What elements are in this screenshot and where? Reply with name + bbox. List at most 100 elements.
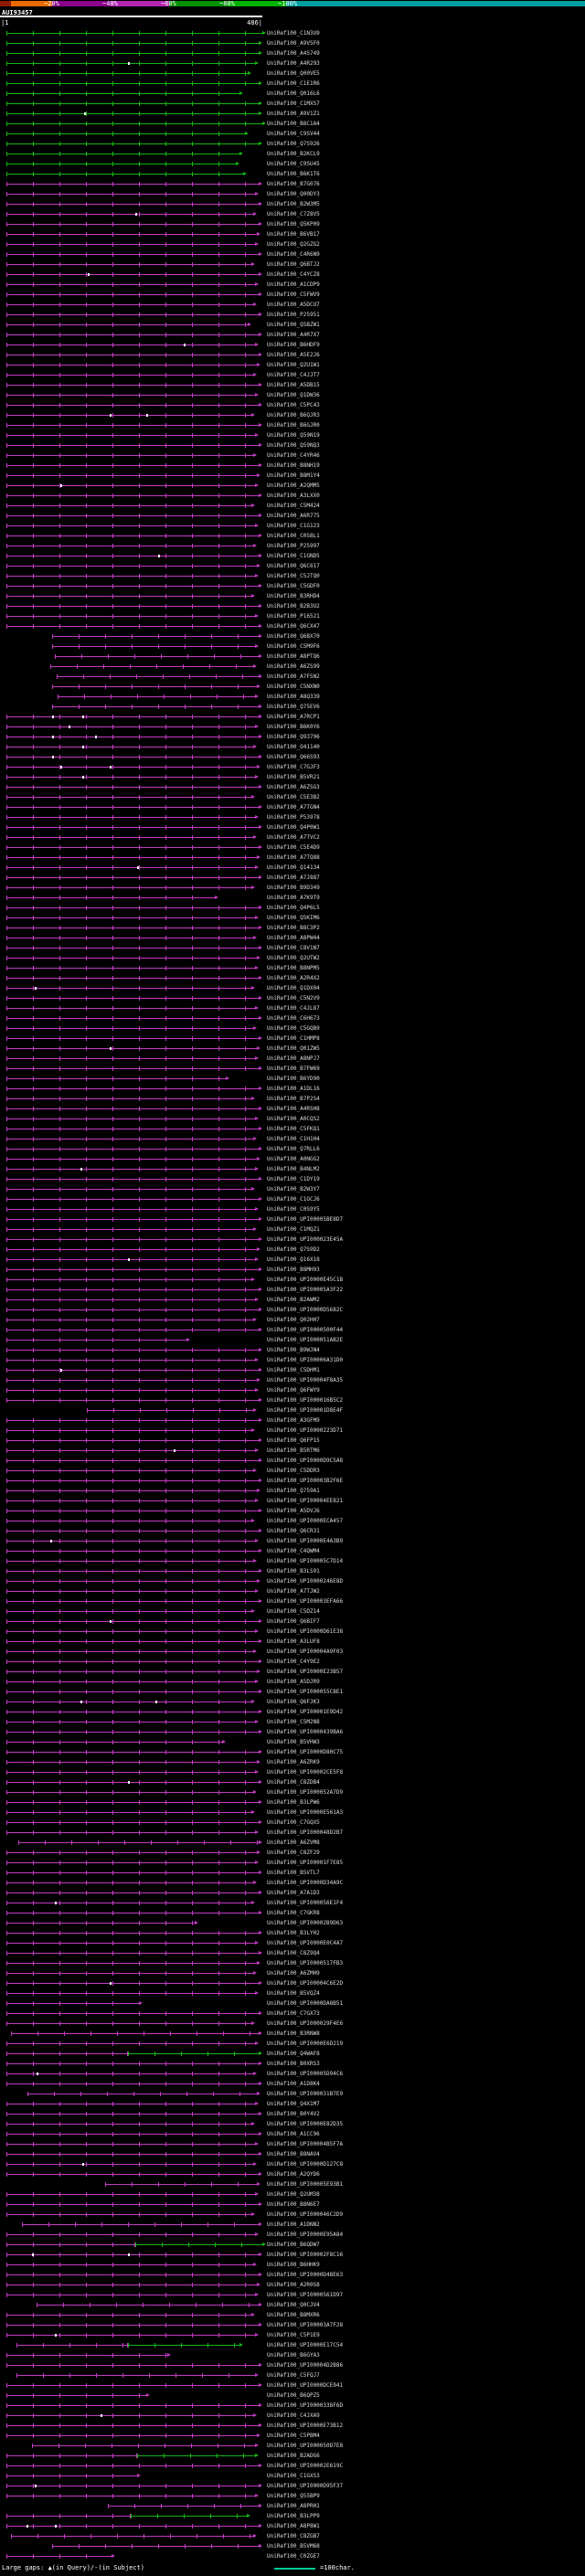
hit-label[interactable]: UniRef100_UPI00001D8E4F (267, 1407, 344, 1414)
hit-label[interactable]: UniRef100_A9V1Z1 (267, 111, 320, 117)
hit-row[interactable]: UniRef100_C5NXN0 (0, 682, 585, 692)
hit-row[interactable]: UniRef100_B2W3Y7 (0, 1184, 585, 1194)
hit-label[interactable]: UniRef100_UPI000052A7D9 (267, 1789, 344, 1796)
hit-row[interactable]: UniRef100_UPI000055C8E1 (0, 1687, 585, 1697)
hit-row[interactable]: UniRef100_C6H673 (0, 1013, 585, 1023)
hit-row[interactable]: UniRef100_B8MH93 (0, 1265, 585, 1275)
hit-label[interactable]: UniRef100_C1GND5 (267, 553, 320, 559)
hit-label[interactable]: UniRef100_A7K9T9 (267, 895, 320, 901)
hit-row[interactable]: UniRef100_A8NPJ7 (0, 1054, 585, 1064)
hit-row[interactable]: UniRef100_Q6BIF7 (0, 1617, 585, 1627)
hit-label[interactable]: UniRef100_C7GKR8 (267, 1910, 320, 1916)
hit-row[interactable]: UniRef100_A6R775 (0, 511, 585, 521)
hit-row[interactable]: UniRef100_C9SU45 (0, 159, 585, 169)
hit-label[interactable]: UniRef100_A4S749 (267, 50, 320, 57)
hit-row[interactable]: UniRef100_Q4X1M7 (0, 2099, 585, 2109)
hit-label[interactable]: UniRef100_UPI0000DA8B51 (267, 2000, 344, 2007)
hit-label[interactable]: UniRef100_B7FW69 (267, 1065, 320, 1072)
hit-row[interactable]: UniRef100_A8Q339 (0, 692, 585, 702)
hit-label[interactable]: UniRef100_C4QWM4 (267, 1548, 320, 1554)
hit-label[interactable]: UniRef100_Q7S9D2 (267, 1246, 320, 1253)
hit-label[interactable]: UniRef100_C5E4D9 (267, 844, 320, 851)
hit-label[interactable]: UniRef100_B4NLM2 (267, 1166, 320, 1172)
hit-row[interactable]: UniRef100_C5DDR3 (0, 1466, 585, 1476)
hit-label[interactable]: UniRef100_C0S8L1 (267, 533, 320, 539)
hit-label[interactable]: UniRef100_A0NGG2 (267, 1156, 320, 1162)
hit-row[interactable]: UniRef100_UPI0000500F44 (0, 1325, 585, 1335)
hit-label[interactable]: UniRef100_UPI000055C8E1 (267, 1689, 344, 1695)
hit-row[interactable]: UniRef100_C4JL87 (0, 1003, 585, 1013)
hit-row[interactable]: UniRef100_UPI00002CE5F8 (0, 1767, 585, 1777)
hit-row[interactable]: UniRef100_C1H1H4 (0, 1134, 585, 1144)
hit-label[interactable]: UniRef100_Q6FJK3 (267, 1699, 320, 1705)
hit-label[interactable]: UniRef100_A3LUF8 (267, 1638, 320, 1645)
hit-row[interactable]: UniRef100_C8Z9Q4 (0, 1948, 585, 1958)
hit-row[interactable]: UniRef100_C4QWM4 (0, 1546, 585, 1556)
hit-row[interactable]: UniRef100_C5M9F6 (0, 641, 585, 652)
hit-label[interactable]: UniRef100_C1MQZ1 (267, 1226, 320, 1233)
hit-label[interactable]: UniRef100_C7GQX5 (267, 1819, 320, 1826)
hit-label[interactable]: UniRef100_A2QYD6 (267, 2171, 320, 2178)
hit-row[interactable]: UniRef100_B3LS91 (0, 1566, 585, 1576)
hit-row[interactable]: UniRef100_B6QDW7 (0, 2240, 585, 2250)
hit-row[interactable]: UniRef100_P16521 (0, 611, 585, 621)
hit-label[interactable]: UniRef100_C4JL87 (267, 1005, 320, 1012)
hit-row[interactable]: UniRef100_A2R4X2 (0, 973, 585, 983)
hit-row[interactable]: UniRef100_B9WJN4 (0, 1345, 585, 1355)
hit-row[interactable]: UniRef100_UPI0000E95A84 (0, 2230, 585, 2240)
hit-label[interactable]: UniRef100_A7RCP1 (267, 714, 320, 720)
hit-row[interactable]: UniRef100_B3LPW6 (0, 1797, 585, 1807)
hit-row[interactable]: UniRef100_A1CC96 (0, 2129, 585, 2139)
hit-row[interactable]: UniRef100_Q6CR31 (0, 1526, 585, 1536)
hit-label[interactable]: UniRef100_C5FQJ7 (267, 2372, 320, 2379)
hit-label[interactable]: UniRef100_C5PC43 (267, 402, 320, 408)
hit-row[interactable]: UniRef100_O41140 (0, 742, 585, 752)
hit-label[interactable]: UniRef100_Q4X1M7 (267, 2101, 320, 2107)
hit-label[interactable]: UniRef100_A6ZSG3 (267, 784, 320, 790)
hit-row[interactable]: UniRef100_B7FW69 (0, 1064, 585, 1074)
hit-row[interactable]: UniRef100_B5VHW3 (0, 1737, 585, 1747)
hit-row[interactable]: UniRef100_UPI00002E619C (0, 2461, 585, 2471)
hit-row[interactable]: UniRef100_Q01ZW5 (0, 1044, 585, 1054)
hit-label[interactable]: UniRef100_A8PW44 (267, 935, 320, 941)
hit-label[interactable]: UniRef100_B6YD90 (267, 1076, 320, 1082)
hit-row[interactable]: UniRef100_A8P8W1 (0, 2521, 585, 2531)
hit-label[interactable]: UniRef100_B5VR21 (267, 774, 320, 780)
hit-label[interactable]: UniRef100_B2ADG6 (267, 2453, 320, 2459)
hit-row[interactable]: UniRef100_UPI00005A3F22 (0, 1285, 585, 1295)
hit-row[interactable]: UniRef100_C0ZGE7 (0, 2551, 585, 2561)
hit-label[interactable]: UniRef100_A1D8K4 (267, 2081, 320, 2087)
hit-label[interactable]: UniRef100_UPI0000338F6D (267, 2402, 344, 2409)
hit-row[interactable]: UniRef100_UPI0000E0C4A7 (0, 1938, 585, 1948)
hit-label[interactable]: UniRef100_B9D349 (267, 885, 320, 891)
hit-row[interactable]: UniRef100_B8C3P2 (0, 923, 585, 933)
hit-row[interactable]: UniRef100_C4Y9E2 (0, 1657, 585, 1667)
hit-row[interactable]: UniRef100_A0NGG2 (0, 1154, 585, 1164)
hit-row[interactable]: UniRef100_A0CQS2 (0, 1114, 585, 1124)
hit-label[interactable]: UniRef100_UPI00004D2B86 (267, 2362, 344, 2369)
hit-row[interactable]: UniRef100_C5PC43 (0, 400, 585, 410)
hit-label[interactable]: UniRef100_B0XRS3 (267, 2061, 320, 2067)
hit-row[interactable]: UniRef100_Q5KP09 (0, 219, 585, 229)
hit-row[interactable]: UniRef100_Q59NQ3 (0, 440, 585, 451)
hit-row[interactable]: UniRef100_A2QYD6 (0, 2169, 585, 2179)
hit-row[interactable]: UniRef100_Q0CJV4 (0, 2300, 585, 2310)
hit-row[interactable]: UniRef100_UPI0000E561A3 (0, 1807, 585, 1818)
hit-row[interactable]: UniRef100_B2ADG6 (0, 2451, 585, 2461)
hit-label[interactable]: UniRef100_A1DL16 (267, 1086, 320, 1092)
hit-label[interactable]: UniRef100_C8V1N7 (267, 945, 320, 951)
hit-label[interactable]: UniRef100_C0S9Y5 (267, 1206, 320, 1213)
hit-row[interactable]: UniRef100_A4S749 (0, 48, 585, 58)
hit-label[interactable]: UniRef100_Q6C617 (267, 563, 320, 569)
hit-row[interactable]: UniRef100_B6HDF9 (0, 340, 585, 350)
hit-row[interactable]: UniRef100_C5N2V9 (0, 993, 585, 1003)
hit-row[interactable]: UniRef100_UPI0000E73B12 (0, 2421, 585, 2431)
hit-label[interactable]: UniRef100_UPI0000D5682C (267, 1307, 344, 1313)
hit-row[interactable]: UniRef100_Q2UM38 (0, 2189, 585, 2200)
hit-label[interactable]: UniRef100_UPI0000517FB3 (267, 1960, 344, 1966)
hit-label[interactable]: UniRef100_UPI000023E45A (267, 1236, 344, 1243)
hit-label[interactable]: UniRef100_B9WJN4 (267, 1347, 320, 1353)
hit-row[interactable]: UniRef100_B2AWM2 (0, 1295, 585, 1305)
hit-label[interactable]: UniRef100_A6ZS99 (267, 663, 320, 670)
hit-row[interactable]: UniRef100_B3RHD4 (0, 591, 585, 601)
